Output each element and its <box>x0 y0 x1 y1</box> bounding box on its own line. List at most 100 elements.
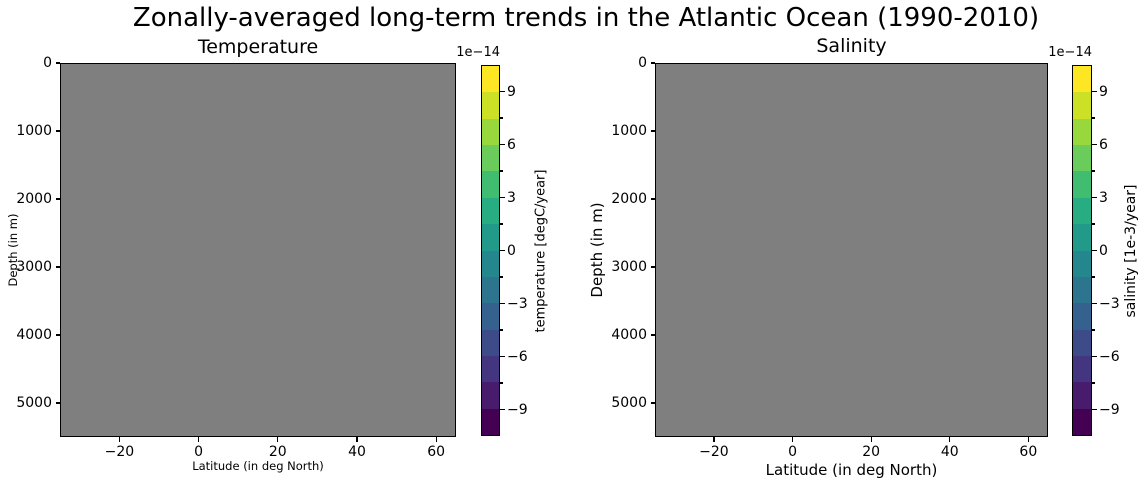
colorbar-band <box>482 355 499 383</box>
x-tick-mark <box>435 437 437 442</box>
colorbar-band <box>1073 408 1091 436</box>
colorbar-tick-label: 3 <box>1099 189 1108 206</box>
x-tick-label: 0 <box>788 444 797 460</box>
colorbar-band <box>482 66 499 93</box>
colorbar-band <box>482 303 499 330</box>
colorbar-minor-tick-mark <box>1092 223 1095 225</box>
x-tick-mark <box>198 437 200 442</box>
colorbar-band <box>482 171 499 198</box>
colorbar-band <box>1073 145 1091 172</box>
y-tick-mark <box>55 266 60 268</box>
colorbar-band <box>482 408 499 436</box>
y-tick-mark <box>650 62 655 64</box>
y-tick-label: 0 <box>638 55 647 71</box>
y-tick-mark <box>650 402 655 404</box>
colorbar-minor-tick-mark <box>500 223 503 225</box>
plot-area <box>655 63 1048 437</box>
colorbar-band <box>482 224 499 251</box>
x-tick-mark <box>791 437 794 442</box>
y-tick-mark <box>650 198 655 200</box>
y-tick-mark <box>55 130 60 132</box>
y-tick-label: 4000 <box>16 327 52 343</box>
colorbar-tick-label: 0 <box>507 242 516 259</box>
colorbar-tick-mark <box>500 408 505 411</box>
x-tick-mark <box>356 437 358 442</box>
x-tick-mark <box>118 437 120 442</box>
colorbar-band <box>482 92 499 119</box>
colorbar-offset-label: 1e−14 <box>1048 45 1092 60</box>
colorbar-tick-mark <box>500 90 505 93</box>
colorbar-tick-label: 0 <box>1099 242 1108 259</box>
colorbar-tick-label: −6 <box>1099 348 1120 365</box>
colorbar-band <box>1073 224 1091 251</box>
y-tick-label: 2000 <box>611 191 647 207</box>
y-tick-mark <box>55 198 60 200</box>
colorbar-tick-mark <box>1092 302 1097 305</box>
axes-title: Salinity <box>816 35 887 57</box>
y-tick-mark <box>55 402 60 404</box>
colorbar-label: salinity [1e-3/year] <box>1123 184 1139 317</box>
colorbar-tick-label: −3 <box>507 295 528 312</box>
colorbar-tick-mark <box>500 302 505 305</box>
x-tick-mark <box>713 437 715 442</box>
colorbar-band <box>482 118 499 146</box>
x-tick-mark <box>277 437 279 442</box>
colorbar-minor-tick-mark <box>1092 117 1095 119</box>
colorbar-offset-label: 1e−14 <box>456 45 500 60</box>
colorbar-minor-tick-mark <box>500 382 503 384</box>
colorbar-band <box>1073 171 1091 198</box>
colorbar-tick-mark <box>500 249 505 252</box>
colorbar-tick-mark <box>1092 355 1097 358</box>
colorbar-minor-tick-mark <box>500 329 503 331</box>
x-tick-label: −20 <box>104 444 135 460</box>
colorbar-band <box>482 276 499 304</box>
colorbar-minor-tick-mark <box>1092 329 1095 331</box>
colorbar-minor-tick-mark <box>1092 276 1095 278</box>
y-axis-label: Depth (in m) <box>588 202 606 298</box>
colorbar-label: temperature [degC/year] <box>533 169 549 332</box>
y-tick-label: 3000 <box>611 259 647 275</box>
colorbar-tick-label: −3 <box>1099 295 1120 312</box>
y-tick-label: 1000 <box>16 123 52 139</box>
colorbar-minor-tick-mark <box>500 170 503 172</box>
y-tick-label: 2000 <box>16 191 52 207</box>
x-tick-label: 60 <box>427 444 446 460</box>
x-tick-mark <box>949 437 951 442</box>
colorbar-tick-label: −9 <box>1099 401 1120 418</box>
colorbar-tick-mark <box>500 196 505 199</box>
colorbar <box>1072 65 1092 436</box>
colorbar-band <box>1073 250 1091 277</box>
colorbar-band <box>1073 66 1091 93</box>
colorbar-tick-label: −9 <box>507 401 528 418</box>
colorbar-minor-tick-mark <box>500 117 503 119</box>
colorbar-tick-label: −6 <box>507 348 528 365</box>
plot-area <box>60 63 456 437</box>
colorbar-band <box>1073 382 1091 409</box>
colorbar-minor-tick-mark <box>500 276 503 278</box>
colorbar-tick-label: 6 <box>507 136 516 153</box>
figure-title: Zonally-averaged long-term trends in the… <box>132 3 1040 33</box>
y-tick-mark <box>55 62 60 64</box>
colorbar-tick-mark <box>500 143 505 146</box>
y-tick-mark <box>650 334 655 336</box>
colorbar-tick-label: 9 <box>1099 83 1108 100</box>
x-axis-label: Latitude (in deg North) <box>192 459 324 473</box>
colorbar-tick-mark <box>500 355 505 358</box>
colorbar-band <box>1073 118 1091 146</box>
x-axis-label: Latitude (in deg North) <box>765 461 938 479</box>
colorbar-band <box>482 197 499 225</box>
x-tick-label: −20 <box>699 444 729 460</box>
x-tick-label: 40 <box>348 444 366 460</box>
colorbar-tick-label: 3 <box>507 189 516 206</box>
y-tick-mark <box>650 130 655 132</box>
colorbar-tick-mark <box>1092 408 1097 411</box>
colorbar-band <box>1073 276 1091 304</box>
x-tick-label: 20 <box>268 444 287 460</box>
colorbar-band <box>482 250 499 277</box>
x-tick-label: 20 <box>862 444 881 460</box>
colorbar <box>481 65 500 436</box>
colorbar-minor-tick-mark <box>1092 382 1095 384</box>
x-tick-label: 60 <box>1019 444 1038 460</box>
axes-title: Temperature <box>197 36 319 58</box>
y-tick-label: 4000 <box>611 327 647 343</box>
